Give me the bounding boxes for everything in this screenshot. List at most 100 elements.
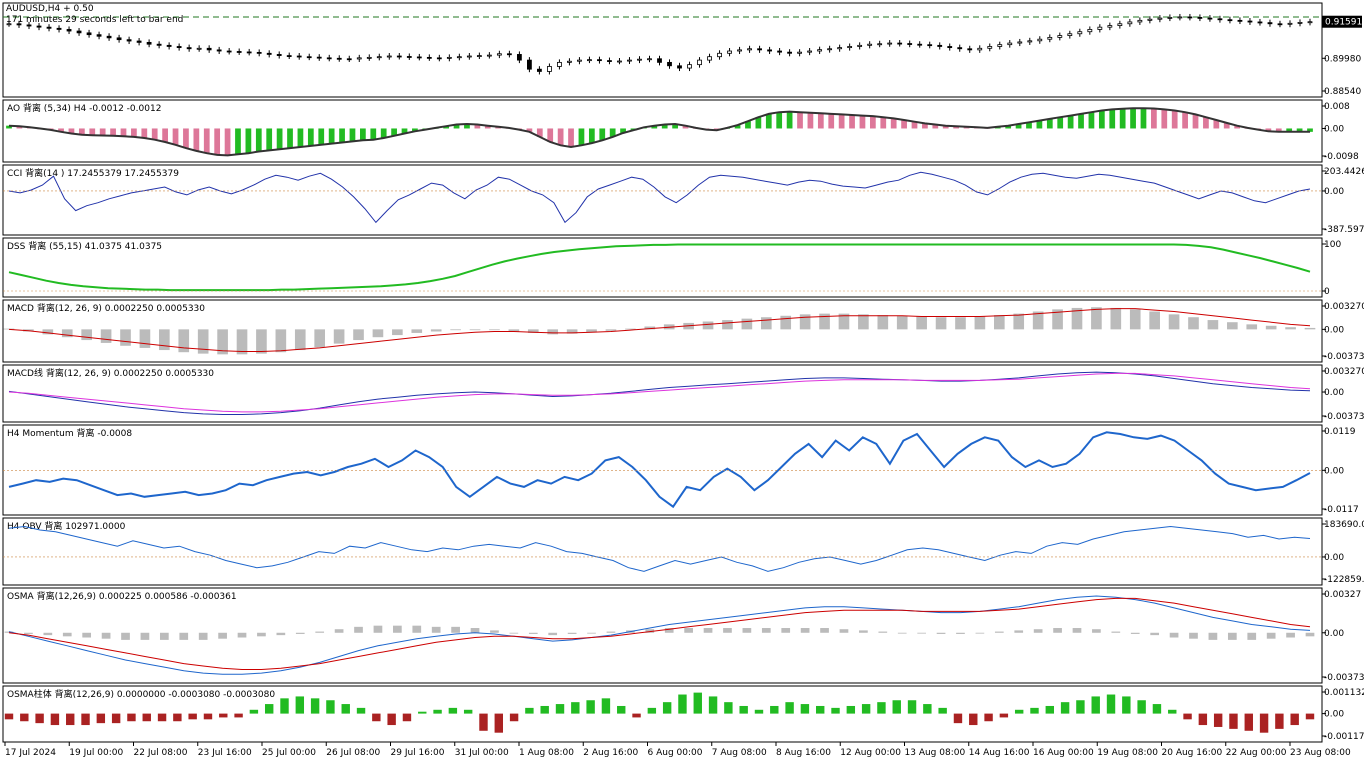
candle-body	[737, 49, 742, 52]
histogram-bar	[849, 114, 855, 129]
main-line	[8, 371, 1311, 415]
osma-bar	[43, 632, 53, 636]
osma-bar	[606, 631, 616, 633]
candle-body	[1117, 23, 1123, 26]
candle-body	[506, 53, 512, 56]
candle-body	[26, 24, 32, 27]
histogram-bar	[249, 709, 259, 714]
y-tick-label: 0.00	[1324, 629, 1344, 639]
candle-body	[807, 50, 813, 53]
x-tick-label: 14 Aug 16:00	[969, 748, 1030, 758]
candle-body	[977, 47, 983, 51]
panel-frame	[2, 237, 1323, 298]
candle-body	[426, 56, 432, 59]
histogram-bar	[197, 329, 209, 354]
histogram-bar	[264, 704, 274, 714]
candle-body	[136, 40, 142, 43]
histogram-bar	[162, 128, 168, 142]
y-tick-label: 100	[1324, 240, 1341, 250]
histogram-bar	[1168, 709, 1177, 714]
x-tick-label: 19 Jul 00:00	[69, 748, 123, 758]
histogram-bar	[1246, 324, 1258, 330]
candle-body	[777, 50, 782, 53]
histogram-bar	[411, 329, 423, 333]
histogram-bar	[217, 329, 228, 355]
osma-bar	[198, 632, 208, 640]
histogram-bar	[489, 329, 500, 331]
symbol-title: AUDUSD,H4 + 0.50	[6, 4, 94, 14]
histogram-bar	[151, 128, 158, 140]
candle-body	[216, 49, 222, 52]
candle-body	[687, 64, 692, 69]
osma-bar	[451, 626, 460, 633]
panel-2: 203.44264 0.00 -387.59780 CCI 背离(14 ) 17.24…	[2, 164, 1364, 236]
histogram-bar	[609, 128, 616, 137]
candle-body	[927, 44, 933, 47]
candle-body	[6, 23, 12, 26]
histogram-bar	[412, 128, 418, 132]
histogram-bar	[1091, 307, 1102, 330]
y-tick-label: 0.00	[1324, 325, 1344, 335]
histogram-bar	[953, 713, 963, 724]
histogram-bar	[1140, 108, 1147, 129]
y-tick-label: 0.88540	[1324, 87, 1361, 97]
histogram-bar	[1192, 114, 1199, 129]
indicator-line	[8, 171, 1311, 224]
candle-body	[1187, 16, 1193, 19]
y-tick-label: -0.0037315	[1324, 412, 1364, 422]
panel-4: 0.0032701 0.00 -0.0037315 MACD 背离(12, 26, 9…	[2, 299, 1364, 363]
histogram-bar	[1286, 128, 1293, 132]
histogram-bar	[214, 128, 221, 155]
osma-bar	[528, 632, 538, 634]
histogram-bar	[1098, 110, 1105, 129]
y-tick-label: 0.0032701	[1324, 302, 1364, 312]
histogram-bar	[353, 329, 364, 341]
candle-body	[1217, 18, 1223, 21]
histogram-bar	[1207, 320, 1219, 330]
histogram-bar	[974, 316, 986, 330]
histogram-bar	[380, 128, 387, 139]
histogram-bar	[1234, 125, 1241, 129]
x-tick-label: 17 Jul 2024	[5, 748, 56, 758]
histogram-bar	[877, 702, 886, 714]
histogram-bar	[1275, 713, 1284, 729]
osma-bar	[1033, 629, 1043, 633]
histogram-bar	[911, 121, 918, 129]
histogram-bar	[509, 713, 519, 722]
histogram-bar	[295, 696, 305, 714]
panel-title: DSS 背离 (55,15) 41.0375 41.0375	[7, 240, 162, 252]
histogram-bar	[78, 128, 85, 135]
histogram-bar	[1076, 700, 1085, 714]
candle-body	[547, 66, 552, 72]
panel-frame	[2, 517, 1323, 586]
candle-body	[1247, 20, 1253, 23]
histogram-bar	[838, 313, 850, 330]
candle-body	[627, 59, 632, 62]
y-tick-label: -122859.05	[1324, 575, 1364, 585]
candle-body	[917, 43, 923, 46]
histogram-bar	[275, 329, 287, 353]
panel-title: MACD线 背离(12, 26, 9) 0.0002250 0.0005330	[7, 367, 214, 379]
osma-bar	[994, 631, 1004, 633]
candle-body	[867, 43, 873, 46]
histogram-bar	[173, 713, 182, 722]
panel-title: H4 Momentum 背离 -0.0008	[7, 427, 132, 439]
histogram-bar	[780, 315, 792, 330]
candle-body	[1097, 26, 1103, 30]
x-tick-label: 13 Aug 08:00	[905, 748, 966, 758]
histogram-bar	[800, 704, 810, 714]
histogram-bar	[4, 713, 14, 720]
candle-body	[56, 27, 62, 30]
histogram-bar	[111, 713, 121, 724]
histogram-bar	[172, 128, 179, 145]
osma-bar	[1053, 628, 1062, 633]
histogram-bar	[183, 128, 189, 149]
histogram-bar	[463, 709, 473, 714]
y-tick-label: 0	[1324, 287, 1330, 297]
histogram-bar	[1013, 313, 1025, 330]
histogram-bar	[203, 128, 210, 154]
histogram-bar	[1078, 113, 1084, 129]
histogram-bar	[372, 713, 381, 722]
histogram-bar	[16, 126, 23, 129]
